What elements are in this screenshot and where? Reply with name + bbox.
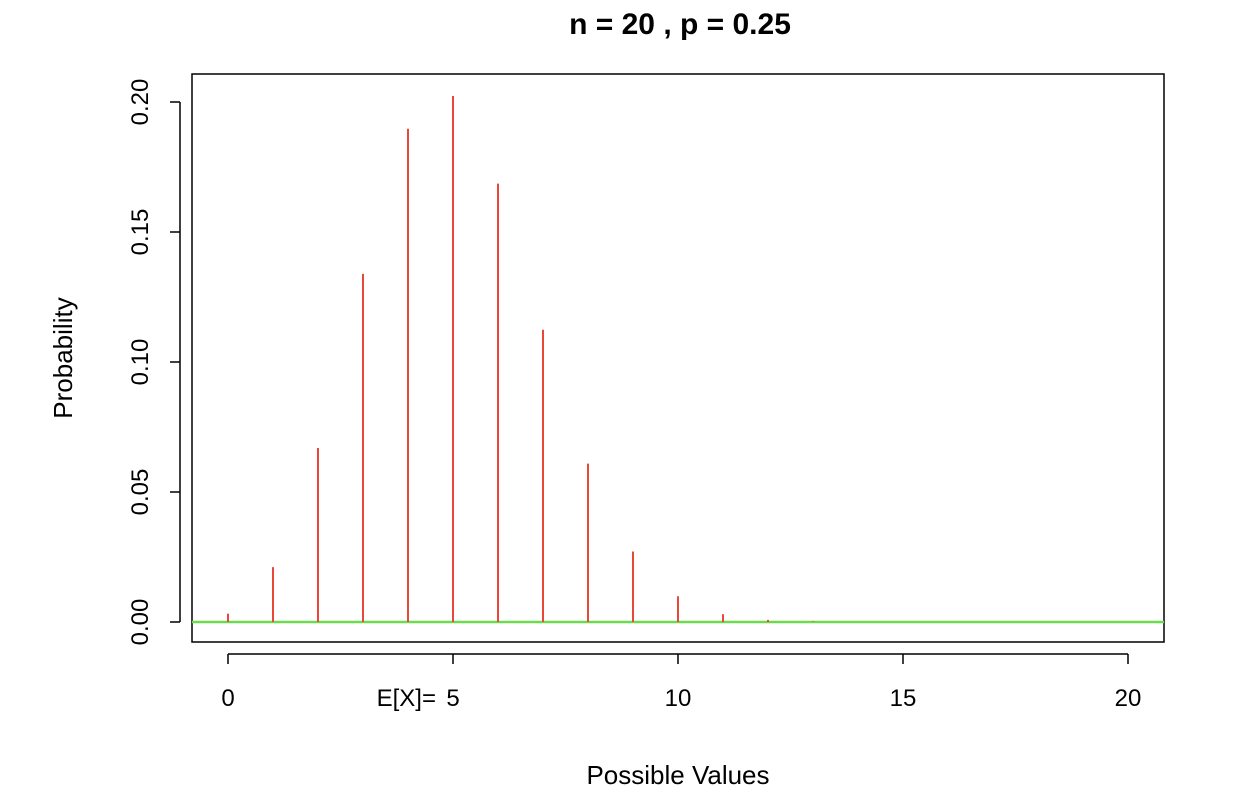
x-tick-label: 15 [890, 685, 917, 712]
y-tick-label: 0.10 [127, 339, 154, 386]
x-axis: 0 5 10 15 20 [221, 653, 1142, 712]
x-tick-label: 20 [1115, 685, 1142, 712]
x-tick-label: 5 [446, 685, 459, 712]
chart-title: n = 20 , p = 0.25 [569, 8, 791, 41]
plot-frame [191, 73, 1165, 643]
y-tick-label: 0.05 [127, 469, 154, 516]
y-axis-title: Probability [48, 297, 78, 418]
probability-bars [227, 96, 814, 622]
y-tick-label: 0.00 [127, 599, 154, 646]
x-tick-label: 0 [221, 685, 234, 712]
x-axis-title: Possible Values [586, 760, 769, 790]
y-tick-label: 0.15 [127, 209, 154, 256]
x-tick-label: 10 [665, 685, 692, 712]
y-axis: 0.00 0.05 0.10 0.15 0.20 [127, 79, 181, 646]
expected-value-annotation: E[X]= [377, 685, 436, 712]
y-tick-label: 0.20 [127, 79, 154, 126]
